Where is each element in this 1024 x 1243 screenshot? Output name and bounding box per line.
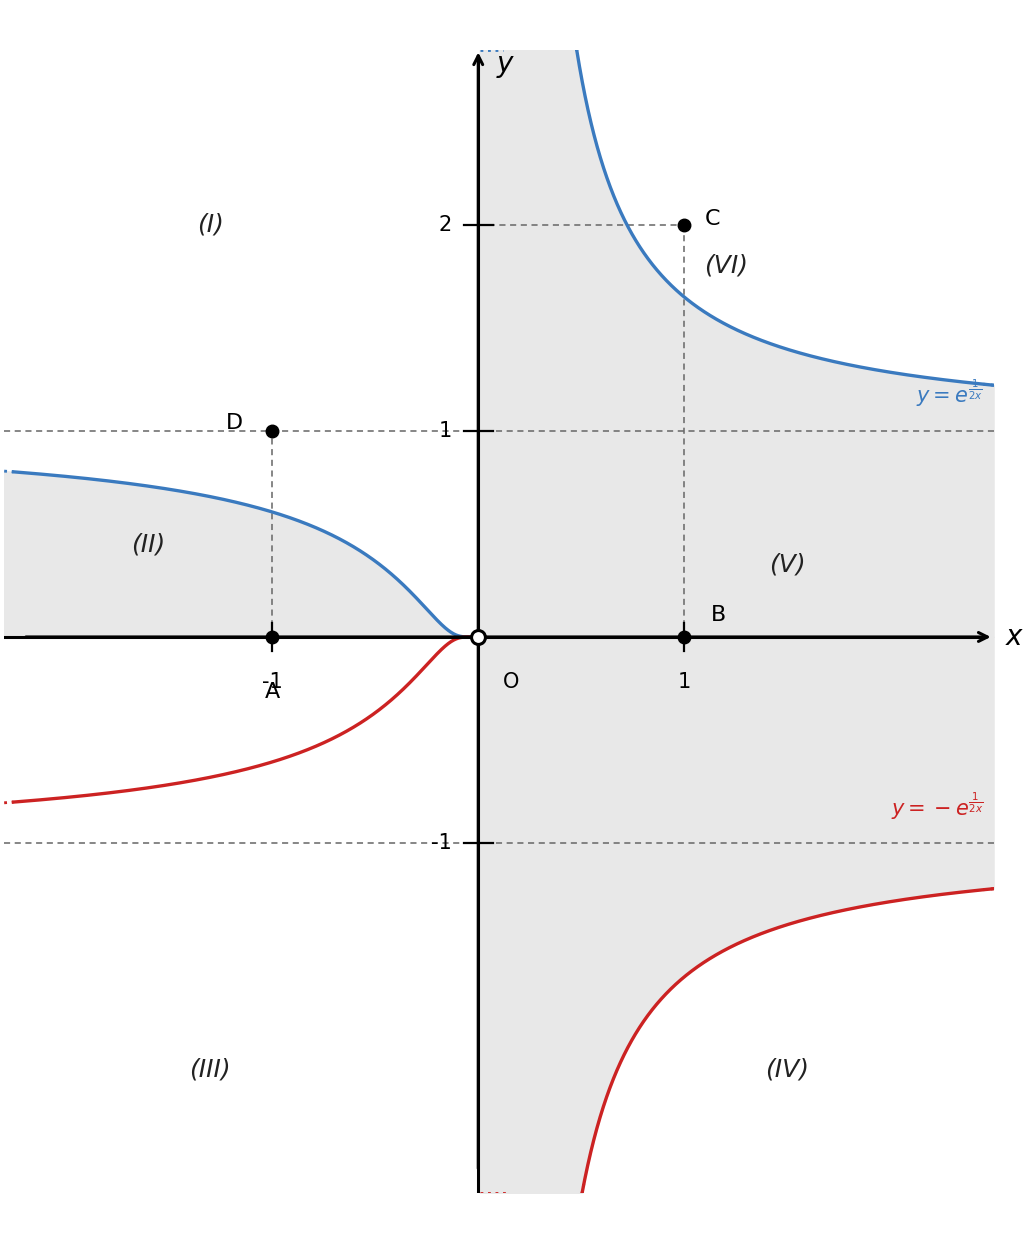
- Text: (II): (II): [131, 532, 166, 556]
- Text: $y = e^{\frac{1}{2x}}$: $y = e^{\frac{1}{2x}}$: [916, 378, 983, 409]
- Text: C: C: [705, 209, 721, 229]
- Text: (V): (V): [769, 553, 806, 577]
- Text: (VI): (VI): [703, 254, 748, 278]
- Text: $y = -e^{\frac{1}{2x}}$: $y = -e^{\frac{1}{2x}}$: [891, 791, 983, 822]
- Text: O: O: [503, 672, 519, 692]
- Text: D: D: [226, 413, 244, 433]
- Text: 1: 1: [678, 672, 691, 692]
- Text: A: A: [264, 682, 280, 702]
- Text: (III): (III): [189, 1058, 231, 1081]
- Text: (I): (I): [197, 213, 223, 236]
- Text: 2: 2: [438, 215, 452, 235]
- Text: -1: -1: [262, 672, 283, 692]
- Text: y: y: [497, 50, 513, 77]
- Text: x: x: [1006, 623, 1022, 651]
- Text: B: B: [711, 604, 726, 624]
- Text: 1: 1: [438, 421, 452, 441]
- Text: (IV): (IV): [765, 1058, 809, 1081]
- Text: -1: -1: [431, 833, 452, 853]
